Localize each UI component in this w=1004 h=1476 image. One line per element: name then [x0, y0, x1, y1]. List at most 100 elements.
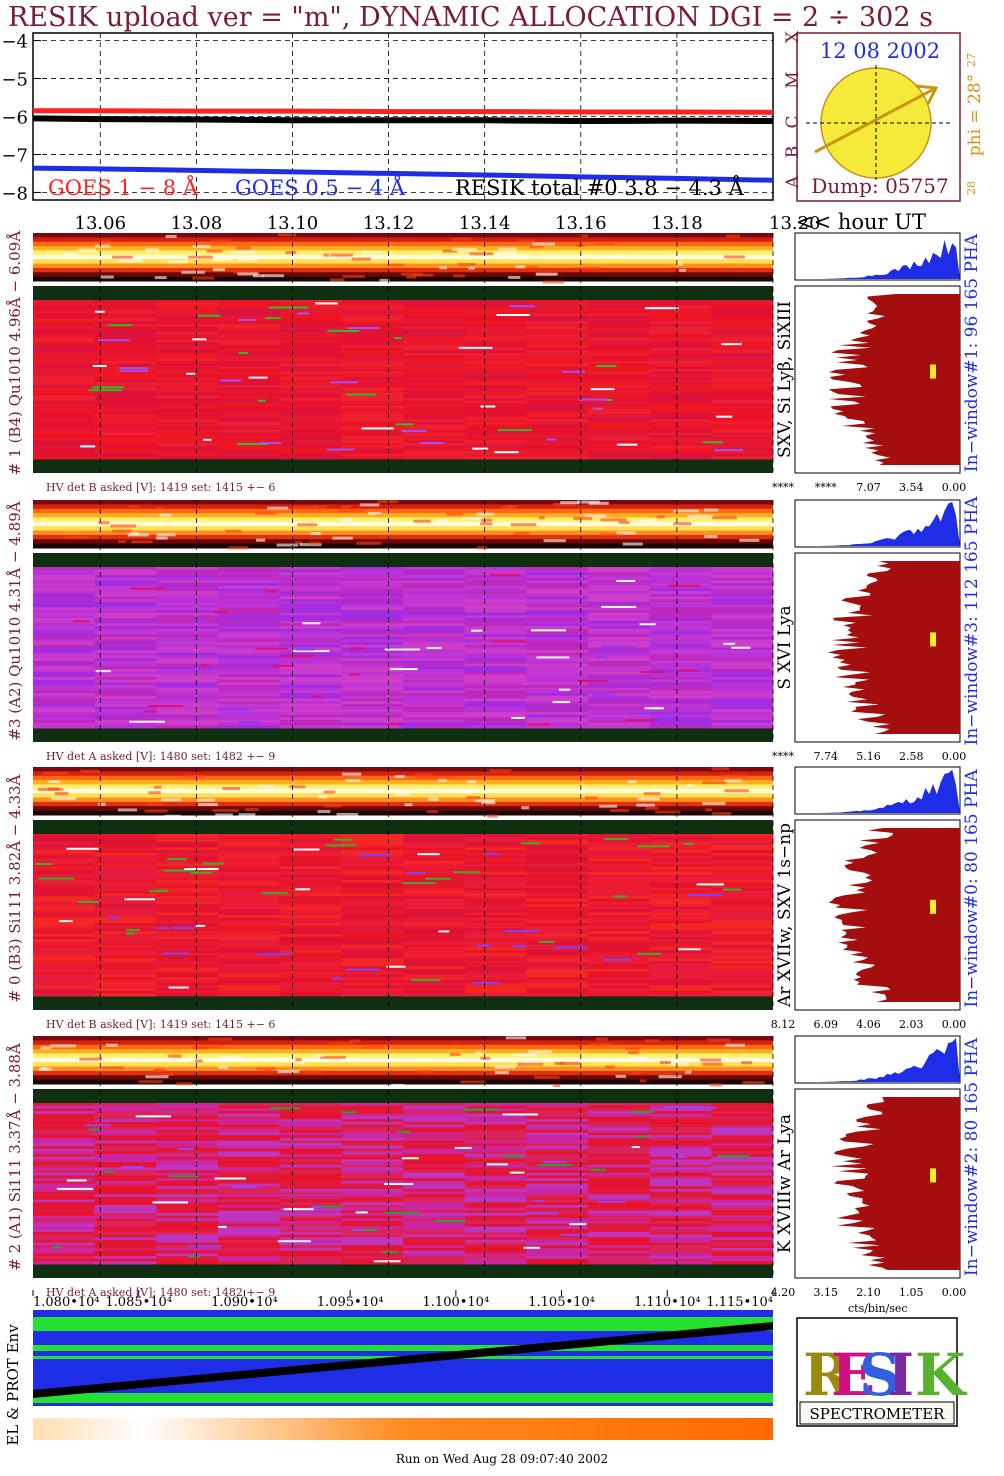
heatmap-cell: [341, 1162, 404, 1166]
heatmap-line-feature: [472, 981, 500, 984]
heatmap-cell: [649, 1199, 712, 1203]
heatmap-cell: [218, 1178, 281, 1182]
heatmap-cell: [649, 1229, 712, 1233]
heatmap-cell: [156, 1129, 219, 1134]
heatmap-cell: [526, 915, 589, 919]
heatmap-cell: [94, 300, 157, 304]
heatmap-cell: [649, 583, 712, 587]
heatmap-cell: [218, 855, 281, 859]
heatmap-cell: [649, 1162, 712, 1166]
heatmap-cell: [156, 456, 219, 460]
heatmap-cell: [33, 1210, 96, 1214]
heatmap-cell: [218, 636, 281, 640]
heatmap-line-feature: [559, 688, 571, 691]
heatmap-cell: [711, 722, 774, 726]
heatmap-cell: [156, 429, 219, 433]
heatmap-line-feature: [461, 639, 474, 642]
heatmap-cell: [526, 974, 589, 978]
heatmap-cell: [94, 952, 157, 956]
band-speckle: [498, 247, 517, 251]
band-speckle: [506, 505, 518, 509]
heatmap-cell: [403, 1210, 466, 1214]
heatmap-cell: [94, 360, 157, 365]
heatmap-cell: [156, 1239, 219, 1244]
heatmap-cell: [94, 440, 157, 444]
heatmap-cell: [403, 671, 466, 675]
heatmap-cell: [649, 971, 712, 975]
heatmap-cell: [403, 339, 466, 343]
heatmap-cell: [649, 1221, 712, 1225]
heatmap-cell: [649, 1180, 712, 1184]
heatmap-cell: [279, 888, 342, 892]
heatmap-cell: [33, 390, 96, 394]
heatmap-cell: [711, 1137, 774, 1142]
heatmap-cell: [464, 842, 527, 846]
heatmap-cell: [218, 313, 281, 317]
heatmap-cell: [218, 572, 281, 576]
heatmap-cell: [464, 1207, 527, 1211]
heatmap-line-feature: [386, 723, 404, 726]
heatmap-cell: [464, 363, 527, 367]
band-row: [33, 543, 773, 549]
heatmap-cell: [33, 888, 96, 892]
goes-y-tick-label: −6: [1, 108, 28, 129]
heatmap-cell: [94, 1137, 157, 1142]
heatmap-cell: [218, 607, 281, 611]
heatmap-line-feature: [203, 438, 212, 441]
heatmap-cell: [464, 424, 527, 428]
heatmap-cell: [341, 687, 404, 691]
heatmap-cell: [279, 1164, 342, 1168]
heatmap-cell: [588, 850, 651, 854]
heatmap-cell: [218, 331, 281, 335]
band-speckle: [679, 268, 686, 272]
heatmap-cell: [711, 960, 774, 965]
band-speckle: [510, 523, 537, 527]
heatmap-cell: [94, 1148, 157, 1152]
heatmap-cell: [94, 931, 157, 935]
band-row: [33, 508, 773, 514]
band-speckle: [218, 1065, 229, 1069]
heatmap-cell: [711, 906, 774, 911]
heatmap-cell: [403, 1221, 466, 1225]
heatmap-cell: [711, 879, 774, 884]
heatmap-cell: [649, 703, 712, 708]
heatmap-cell: [588, 990, 651, 994]
heatmap-cell: [464, 1119, 527, 1123]
env-band: [33, 1393, 773, 1403]
heatmap-cell: [218, 1250, 281, 1254]
heatmap-cell: [588, 636, 651, 640]
heatmap-cell: [156, 1103, 219, 1107]
heatmap-cell: [341, 920, 404, 924]
heatmap-cell: [279, 709, 342, 713]
heatmap-cell: [279, 575, 342, 579]
heatmap-cell: [711, 1215, 774, 1219]
heatmap-cell: [711, 834, 774, 838]
heatmap-cell: [711, 642, 774, 646]
heatmap-cell: [464, 403, 527, 407]
heatmap-cell: [649, 607, 712, 611]
heatmap-cell: [341, 725, 404, 729]
heatmap-cell: [526, 866, 589, 870]
heatmap-cell: [711, 626, 774, 630]
heatmap-cell: [33, 719, 96, 724]
heatmap-cell: [588, 1145, 651, 1150]
heatmap-cell: [649, 909, 712, 913]
heatmap-cell: [156, 1164, 219, 1168]
heatmap-cell: [526, 406, 589, 410]
heatmap-cell: [649, 437, 712, 441]
band-speckle: [394, 775, 405, 779]
heatmap-cell: [526, 709, 589, 713]
heatmap-line-feature: [590, 388, 615, 391]
heatmap-cell: [711, 652, 774, 657]
heatmap-cell: [94, 698, 157, 702]
heatmap-cell: [464, 440, 527, 444]
heatmap-cell: [341, 1121, 404, 1125]
heatmap-cell: [218, 596, 281, 600]
heatmap-cell: [33, 379, 96, 383]
profile-scale-label: 2.03: [899, 1018, 924, 1031]
band-speckle: [64, 535, 89, 539]
band-speckle: [543, 539, 566, 543]
band-row: [33, 233, 773, 238]
heatmap-cell: [218, 693, 281, 697]
profile-scale-label: 0.00: [942, 1018, 967, 1031]
